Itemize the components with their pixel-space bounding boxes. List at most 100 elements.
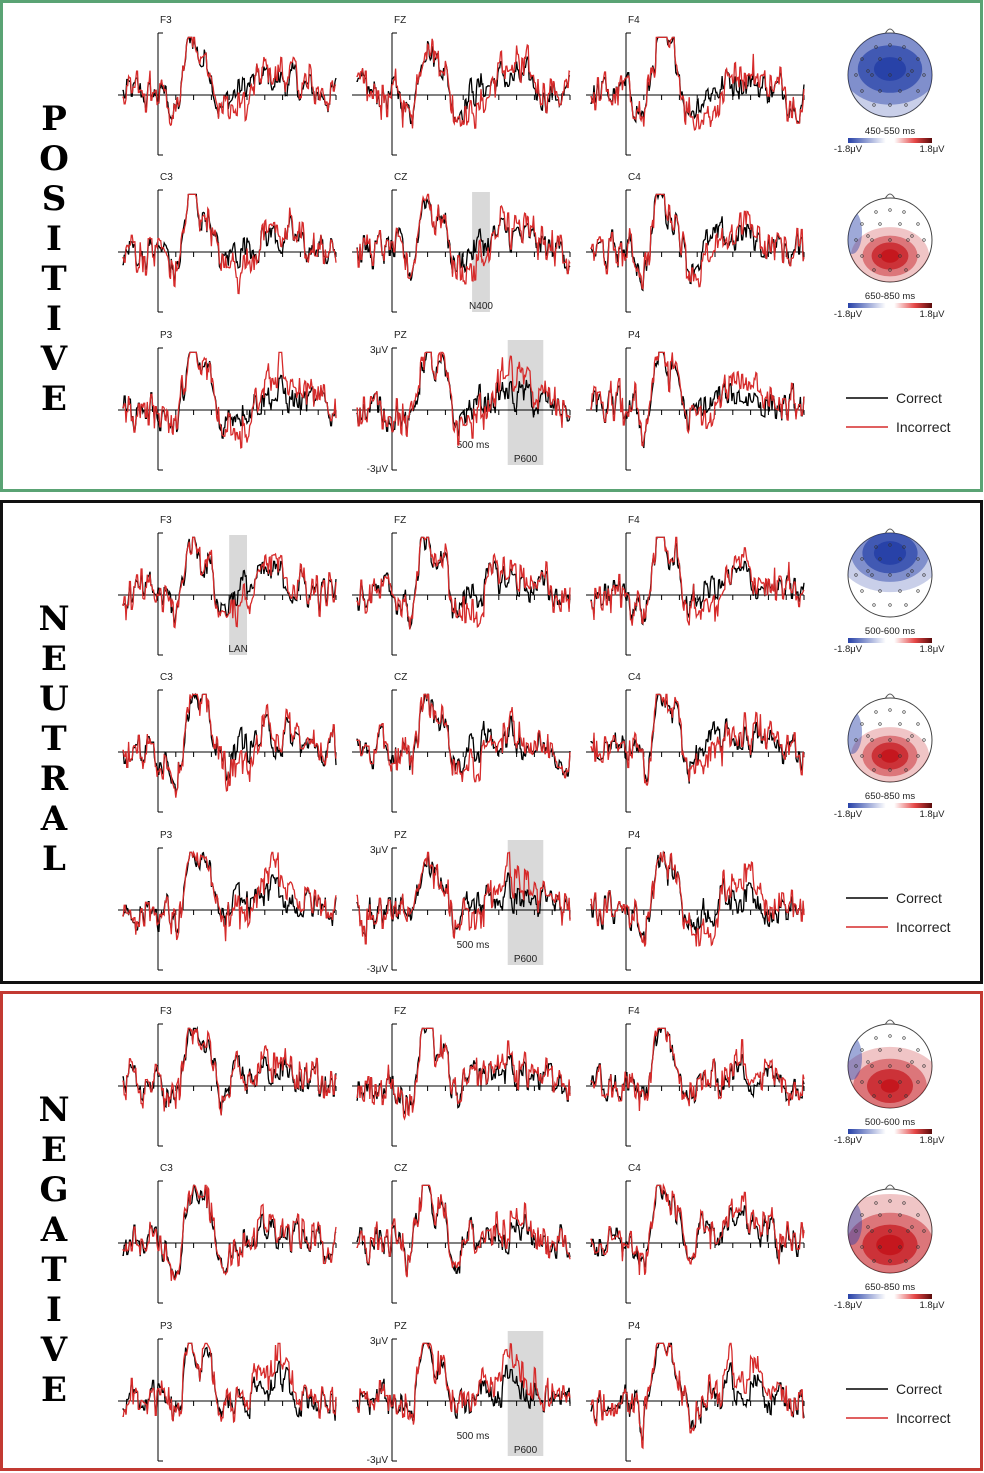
electrode-dot xyxy=(870,1229,874,1233)
condition-letter: E xyxy=(41,639,67,679)
electrode-dot xyxy=(910,234,914,238)
wave-incorrect xyxy=(122,536,337,629)
electrode-dot xyxy=(902,1201,906,1205)
electrode-dot xyxy=(898,589,902,593)
electrode-dot xyxy=(888,1034,892,1038)
electrode-dot xyxy=(878,754,882,758)
color-scale-max: 1.8μV xyxy=(919,1300,945,1311)
topomap-contour xyxy=(876,1234,904,1256)
condition-letter: P xyxy=(41,99,67,139)
electrode-dot xyxy=(906,1229,910,1233)
condition-letter: A xyxy=(40,799,68,839)
electrode-label: PZ xyxy=(394,1321,407,1332)
wave-incorrect xyxy=(590,1182,805,1276)
amplitude-label-bottom: -3μV xyxy=(367,464,389,475)
color-scale-min: -1.8μV xyxy=(834,1300,863,1311)
color-scale-max: 1.8μV xyxy=(919,644,945,655)
condition-letter: E xyxy=(41,379,67,419)
amplitude-label-top: 3μV xyxy=(370,845,388,856)
electrode-dot xyxy=(870,573,874,577)
electrode-dot xyxy=(906,573,910,577)
erp-plot-c4: C4 xyxy=(586,672,805,813)
electrode-dot xyxy=(906,73,910,77)
erp-plot-f3: F3 xyxy=(118,1006,337,1147)
electrode-dot xyxy=(854,73,858,77)
electrode-dot xyxy=(870,238,874,242)
electrode-dot xyxy=(916,57,920,61)
color-scale-bar xyxy=(848,138,932,143)
amplitude-label-top: 3μV xyxy=(370,345,388,356)
electrode-dot xyxy=(872,103,876,107)
electrode-dot xyxy=(916,557,920,561)
legend-label-correct: Correct xyxy=(896,890,942,906)
electrode-dot xyxy=(870,73,874,77)
electrode-dot xyxy=(860,57,864,61)
condition-letter: T xyxy=(41,719,66,759)
electrode-dot xyxy=(860,1080,864,1084)
electrode-dot xyxy=(888,1094,892,1098)
electrode-dot xyxy=(922,738,926,742)
electrode-dot xyxy=(898,254,902,258)
amplitude-label-top: 3μV xyxy=(370,1336,388,1347)
wave-incorrect xyxy=(590,193,805,291)
electrode-dot xyxy=(916,254,920,258)
electrode-dot xyxy=(898,1048,902,1052)
electrode-label: F4 xyxy=(628,515,640,526)
electrode-label: FZ xyxy=(394,15,406,26)
highlight-label: P600 xyxy=(514,454,538,465)
electrode-dot xyxy=(898,722,902,726)
electrode-dot xyxy=(872,268,876,272)
electrode-dot xyxy=(916,222,920,226)
erp-plot-pz: P600 PZ 3μV -3μV 500 ms xyxy=(352,330,571,475)
topomap-contour xyxy=(848,1201,862,1245)
electrode-dot xyxy=(860,722,864,726)
electrode-dot xyxy=(860,557,864,561)
electrode-dot xyxy=(872,1259,876,1263)
erp-plot-p4: P4 xyxy=(586,1321,805,1462)
electrode-dot xyxy=(860,589,864,593)
condition-letter: N xyxy=(38,1090,69,1130)
electrode-dot xyxy=(870,1064,874,1068)
wave-incorrect xyxy=(356,1027,571,1121)
erp-plot-f4: F4 xyxy=(586,15,805,156)
highlight-label: LAN xyxy=(228,644,247,655)
erp-plot-p3: P3 xyxy=(118,830,337,971)
electrode-dot xyxy=(910,734,914,738)
wave-incorrect xyxy=(590,693,805,786)
electrode-dot xyxy=(902,710,906,714)
legend-label-correct: Correct xyxy=(896,1381,942,1397)
wave-correct xyxy=(590,536,805,626)
electrode-dot xyxy=(916,1080,920,1084)
erp-plot-c4: C4 xyxy=(586,1163,805,1304)
topomap-contour xyxy=(848,1036,862,1080)
electrode-dot xyxy=(904,1094,908,1098)
topomap-contour xyxy=(880,749,900,763)
electrode-dot xyxy=(922,1229,926,1233)
wave-incorrect xyxy=(590,850,805,947)
time-marker-label: 500 ms xyxy=(457,940,490,951)
electrode-dot xyxy=(922,573,926,577)
electrode-dot xyxy=(878,254,882,258)
topomap-fill xyxy=(848,533,932,593)
topomap-window-label: 650-850 ms xyxy=(865,1282,915,1293)
electrode-dot xyxy=(904,768,908,772)
wave-correct xyxy=(590,351,805,449)
topomap-fill xyxy=(848,210,930,282)
electrode-label: FZ xyxy=(394,1006,406,1017)
erp-plot-cz: CZ xyxy=(352,1163,571,1304)
erp-plot-c3: C3 xyxy=(118,672,337,813)
condition-letter: G xyxy=(39,1170,68,1210)
erp-plot-p4: P4 xyxy=(586,330,805,471)
condition-letter: N xyxy=(38,599,69,639)
electrode-dot xyxy=(910,569,914,573)
erp-plot-fz: FZ xyxy=(352,515,571,656)
wave-incorrect xyxy=(590,36,805,131)
topomap-contour xyxy=(880,249,900,263)
electrode-dot xyxy=(888,268,892,272)
erp-plot-pz: P600 PZ 3μV -3μV 500 ms xyxy=(352,1321,571,1466)
electrode-dot xyxy=(898,1080,902,1084)
wave-incorrect xyxy=(356,1184,571,1278)
electrode-dot xyxy=(910,1225,914,1229)
electrode-dot xyxy=(888,573,892,577)
condition-letter: V xyxy=(40,1330,68,1370)
